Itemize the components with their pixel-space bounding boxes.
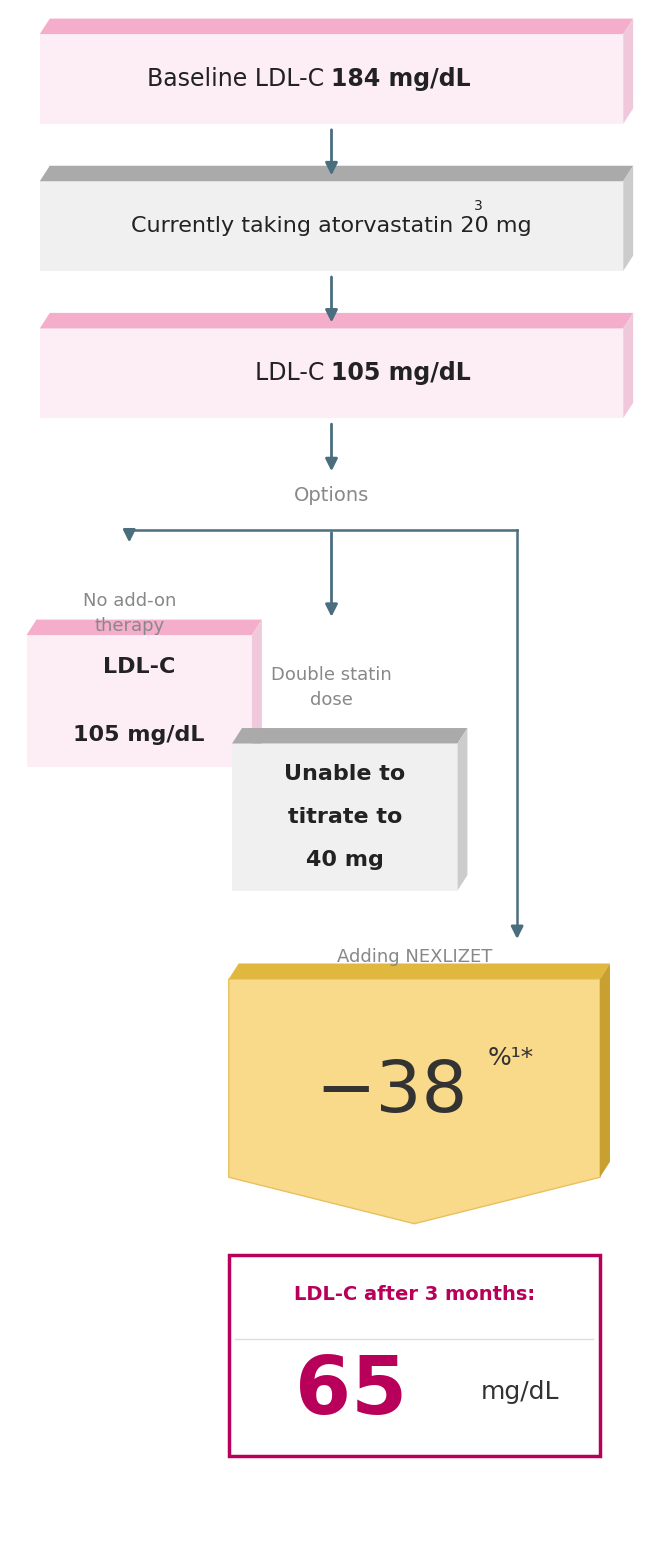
- Text: Options: Options: [294, 486, 369, 505]
- Polygon shape: [623, 19, 633, 124]
- FancyBboxPatch shape: [232, 744, 457, 891]
- Polygon shape: [623, 313, 633, 418]
- Text: 105 mg/dL: 105 mg/dL: [74, 725, 205, 745]
- Text: LDL-C: LDL-C: [255, 361, 332, 386]
- Text: LDL-C after 3 months:: LDL-C after 3 months:: [294, 1286, 535, 1304]
- Text: Adding NEXLIZET: Adding NEXLIZET: [337, 948, 492, 967]
- Text: No add-on
therapy: No add-on therapy: [83, 592, 176, 635]
- Polygon shape: [229, 963, 610, 979]
- Text: 105 mg/dL: 105 mg/dL: [332, 361, 471, 386]
- Polygon shape: [27, 620, 262, 635]
- Text: Baseline LDL-C: Baseline LDL-C: [147, 67, 332, 91]
- FancyBboxPatch shape: [27, 635, 252, 767]
- Polygon shape: [623, 166, 633, 271]
- Text: LDL-C: LDL-C: [103, 657, 176, 677]
- Polygon shape: [232, 728, 467, 744]
- Text: 184 mg/dL: 184 mg/dL: [332, 67, 471, 91]
- Text: −38: −38: [315, 1058, 467, 1126]
- FancyBboxPatch shape: [40, 181, 623, 271]
- Text: mg/dL: mg/dL: [481, 1380, 560, 1403]
- Polygon shape: [40, 166, 633, 181]
- Polygon shape: [229, 979, 600, 1224]
- Polygon shape: [40, 313, 633, 328]
- Text: Double statin
dose: Double statin dose: [271, 666, 392, 709]
- Text: Unable to: Unable to: [284, 764, 405, 784]
- Polygon shape: [40, 19, 633, 34]
- Polygon shape: [600, 963, 610, 1177]
- Polygon shape: [252, 620, 262, 767]
- Text: 3: 3: [474, 198, 483, 214]
- FancyBboxPatch shape: [229, 1255, 600, 1456]
- Text: titrate to: titrate to: [288, 807, 402, 827]
- Text: 65: 65: [295, 1352, 407, 1431]
- Polygon shape: [457, 728, 467, 891]
- FancyBboxPatch shape: [40, 34, 623, 124]
- Text: %¹*: %¹*: [487, 1046, 534, 1070]
- Text: Currently taking atorvastatin 20 mg: Currently taking atorvastatin 20 mg: [131, 217, 532, 235]
- Text: 40 mg: 40 mg: [306, 850, 384, 871]
- FancyBboxPatch shape: [40, 328, 623, 418]
